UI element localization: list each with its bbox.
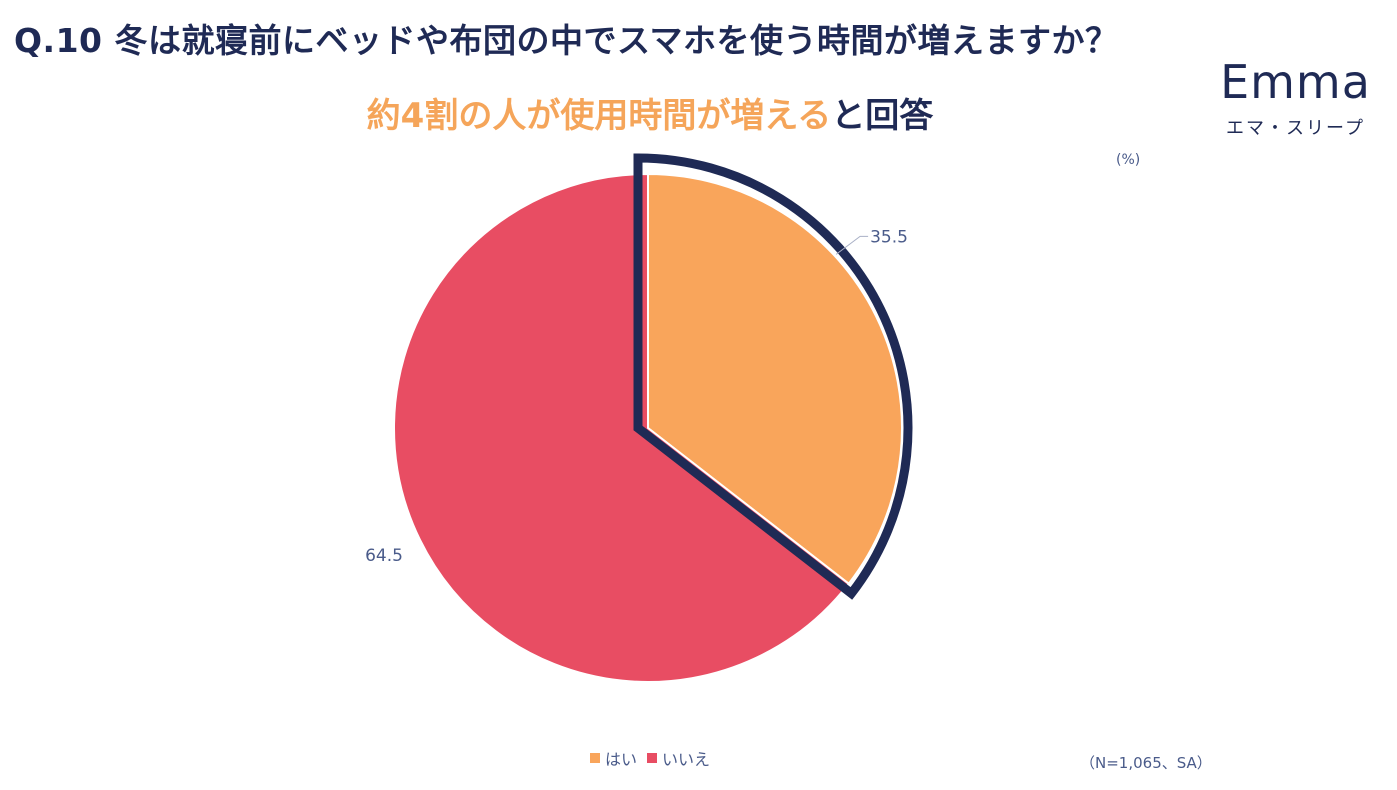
chart-legend: はい いいえ — [590, 746, 710, 770]
headline-rest: と回答 — [831, 96, 934, 136]
legend-swatch — [647, 753, 658, 763]
legend-label: はい — [605, 750, 638, 769]
headline: 約4割の人が使用時間が増えると回答 — [0, 88, 1300, 137]
legend-label: いいえ — [662, 750, 711, 769]
data-label-yes: 35.5 — [870, 227, 908, 247]
pie-slice-yes — [647, 172, 903, 586]
legend-swatch — [590, 753, 600, 763]
data-label-leader — [835, 235, 869, 255]
pie-slice-no — [393, 172, 851, 683]
logo-wordmark: Emma — [1220, 55, 1371, 109]
legend-item-no: いいえ — [647, 746, 710, 770]
logo-subtitle: エマ・スリープ — [1226, 118, 1365, 139]
headline-highlight: 約4割の人が使用時間が増える — [366, 96, 832, 136]
question-title: Q.10 冬は就寝前にベッドや布団の中でスマホを使う時間が増えますか？ — [14, 21, 1119, 60]
legend-item-yes: はい — [590, 746, 637, 770]
highlight-outline — [633, 153, 913, 600]
unit-label: (%) — [1116, 152, 1141, 168]
sample-note: （N=1,065、SA） — [1080, 754, 1212, 772]
data-label-no: 64.5 — [365, 546, 403, 566]
brand-logo: Emma エマ・スリープ — [1208, 58, 1383, 140]
